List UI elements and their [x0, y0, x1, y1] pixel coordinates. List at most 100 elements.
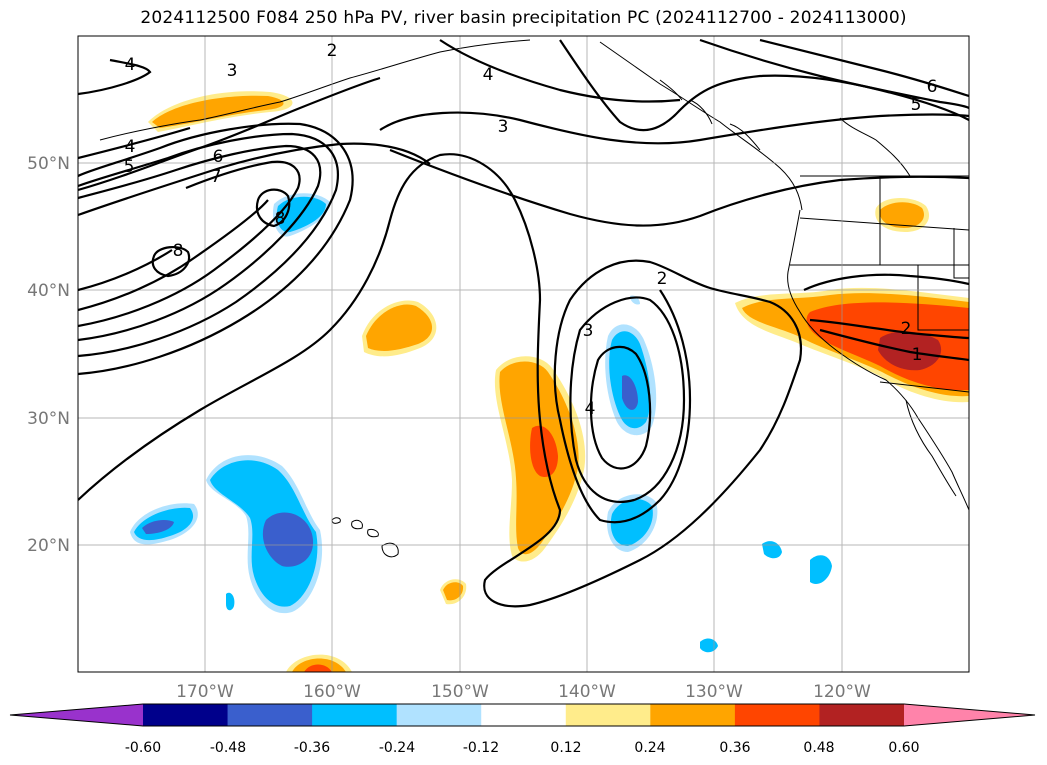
y-tick-30n: 30°N	[27, 409, 70, 429]
y-tick-50n: 50°N	[27, 154, 70, 174]
x-tick-120w: 120°W	[813, 682, 871, 702]
contour-7-jet	[78, 144, 322, 342]
cb-tick-7: 0.36	[719, 740, 750, 756]
colorbar-bin-1	[227, 704, 313, 726]
border-states-4	[799, 217, 969, 231]
cb-tick-2: -0.36	[294, 740, 330, 756]
hawaii-islands	[331, 517, 399, 558]
clabel-4-a: 4	[125, 55, 136, 75]
clabel-2-a: 2	[657, 269, 668, 289]
contour-3-ring	[379, 111, 969, 145]
cb-tick-1: -0.48	[210, 740, 246, 756]
cb-tick-6: 0.24	[634, 740, 665, 756]
x-tick-130w: 130°W	[685, 682, 743, 702]
cb-tick-9: 0.60	[888, 740, 919, 756]
clabel-4-c: 4	[483, 65, 494, 85]
border-states-6	[839, 117, 911, 177]
chart-title: 2024112500 F084 250 hPa PV, river basin …	[140, 8, 907, 28]
shade-nwh-blue	[262, 512, 314, 567]
precip-shading	[130, 91, 969, 672]
contour-socal-2	[803, 273, 969, 340]
clabel-2-c: 2	[327, 41, 338, 61]
border-mexico	[879, 381, 969, 393]
x-axis: 170°W 160°W 150°W 140°W 130°W 120°W	[176, 682, 871, 702]
shade-south-neg-cyan	[610, 499, 653, 546]
y-axis: 20°N 30°N 40°N 50°N	[27, 154, 70, 556]
shade-fw-blue	[142, 520, 174, 534]
clabel-3-a: 3	[227, 61, 238, 81]
clabel-8-a: 8	[275, 209, 286, 229]
cb-tick-8: 0.48	[803, 740, 834, 756]
colorbar-outline	[9, 703, 1036, 727]
shade-goa-orange	[152, 95, 284, 128]
contour-3-north	[78, 76, 381, 192]
shade-south-red	[304, 664, 332, 672]
map-frame	[77, 35, 970, 673]
colorbar-bin-5	[565, 704, 651, 726]
contour-5-jet	[78, 122, 354, 376]
contour-4-trough	[589, 345, 652, 470]
clabel-3-c: 3	[583, 321, 594, 341]
contour-8-inner2	[255, 188, 291, 228]
lat-lon-grid	[78, 36, 969, 672]
clabel-3-b: 3	[498, 117, 509, 137]
colorbar-bin-4	[481, 704, 567, 726]
clabel-5-b: 5	[911, 95, 922, 115]
colorbar-bin-7	[734, 704, 820, 726]
cb-tick-5: 0.12	[550, 740, 581, 756]
contour-3-belt	[389, 148, 969, 227]
island-2	[351, 519, 363, 530]
colorbar-bin-6	[650, 704, 736, 726]
contour-socal-1	[819, 328, 969, 362]
contour-8-inner	[151, 246, 191, 278]
pv-contours	[78, 38, 969, 608]
shade-oregon-orange	[879, 202, 924, 228]
shade-small-neg-4	[762, 541, 782, 559]
clabel-7: 7	[211, 167, 222, 187]
y-tick-40n: 40°N	[27, 281, 70, 301]
contour-2-main	[78, 153, 803, 608]
colorbar-bin-2	[312, 704, 398, 726]
contour-3-trough	[569, 296, 686, 503]
border-states-5	[953, 228, 969, 279]
clabel-4-b: 4	[125, 137, 136, 157]
clabel-5-a: 5	[124, 157, 135, 177]
shade-midpac-orange	[366, 304, 433, 351]
coast-bc-islands	[659, 79, 761, 151]
shade-small-neg-1	[226, 592, 235, 611]
colorbar-bin-3	[396, 704, 482, 726]
contour-6-ne	[759, 38, 969, 98]
contour-5-ne	[699, 38, 969, 110]
island-1	[331, 517, 341, 524]
contour-labels: 1 2 2 2 3 3 3 4 4 4 4 5 5 6 6 7 8 8	[124, 41, 938, 419]
shade-small-neg-3	[810, 555, 832, 585]
clabel-8-b: 8	[173, 241, 184, 261]
shade-hawaii-orange	[443, 582, 464, 601]
cb-tick-0: -0.60	[125, 740, 161, 756]
shade-small-neg-2	[700, 638, 718, 653]
clabel-2-b: 2	[901, 319, 912, 339]
contour-4-ne	[559, 39, 969, 132]
x-tick-150w: 150°W	[431, 682, 489, 702]
clabel-6-b: 6	[927, 77, 938, 97]
colorbar	[9, 703, 1036, 727]
coast-baja	[905, 399, 957, 497]
contour-6-jet	[78, 132, 339, 358]
colorbar-bin-8	[819, 704, 905, 726]
shade-trough-blue	[622, 375, 638, 410]
coast-west-us	[787, 209, 969, 511]
cb-tick-4: -0.12	[463, 740, 499, 756]
island-4	[381, 542, 399, 558]
x-tick-170w: 170°W	[176, 682, 234, 702]
cb-tick-3: -0.24	[379, 740, 415, 756]
border-states-3	[917, 265, 969, 331]
contour-4-west	[78, 58, 152, 96]
contour-4-north	[439, 39, 681, 103]
coast-alaska-south	[99, 39, 531, 141]
colorbar-ticks: -0.60 -0.48 -0.36 -0.24 -0.12 0.12 0.24 …	[125, 740, 920, 756]
colorbar-extend-max	[904, 704, 1035, 726]
y-tick-20n: 20°N	[27, 536, 70, 556]
x-tick-140w: 140°W	[558, 682, 616, 702]
x-tick-160w: 160°W	[303, 682, 361, 702]
